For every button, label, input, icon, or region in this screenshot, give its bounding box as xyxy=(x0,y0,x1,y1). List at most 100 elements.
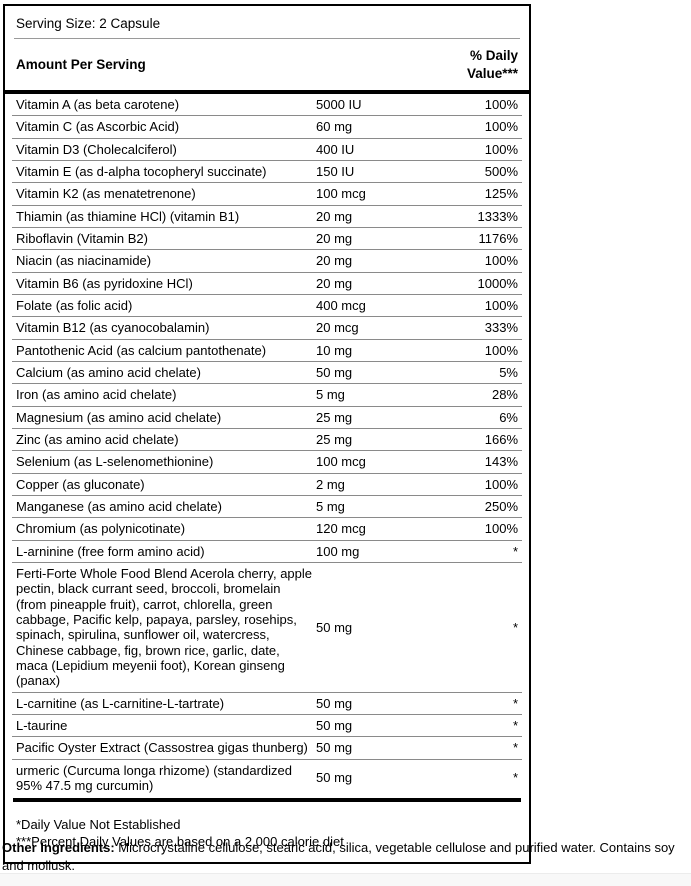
supplement-facts-panel: Serving Size: 2 Capsule Amount Per Servi… xyxy=(3,4,531,864)
row-name: urmeric (Curcuma longa rhizome) (standar… xyxy=(16,762,292,793)
row-amount: 400 mcg xyxy=(316,298,366,314)
row-daily-value: 250% xyxy=(484,499,518,514)
row-daily-value: 6% xyxy=(499,409,518,425)
table-row: Pacific Oyster Extract (Cassostrea gigas… xyxy=(12,737,522,760)
row-daily-value: * xyxy=(512,717,518,733)
row-amount: 50 mg xyxy=(316,717,353,733)
other-ingredients-text: Microcrystaline cellulose, stearic acid,… xyxy=(2,840,675,874)
row-amount: 50 mg xyxy=(316,740,353,756)
row-name: Niacin (as niacinamide) xyxy=(16,253,152,269)
other-ingredients-label: Other Ingredients: xyxy=(2,840,115,855)
daily-value-header: % Daily Value*** xyxy=(467,47,518,82)
row-name: Vitamin D3 (Cholecalciferol) xyxy=(16,141,177,157)
table-row: Riboflavin (Vitamin B2) 20 mg 1176% xyxy=(12,228,522,251)
header-thick-bar xyxy=(5,90,529,95)
table-row: Vitamin A (as beta carotene) 5000 IU 100… xyxy=(12,94,522,117)
table-row: Vitamin C (as Ascorbic Acid) 60 mg 100% xyxy=(12,116,522,139)
table-row: L-taurine 50 mg * xyxy=(12,715,522,738)
table-row: Copper (as gluconate) 2 mg 100% xyxy=(12,474,522,496)
row-amount: 50 mg xyxy=(316,365,353,381)
table-row: Niacin (as niacinamide) 20 mg 100% xyxy=(12,250,522,273)
table-row: Folate (as folic acid) 400 mcg 100% xyxy=(12,295,522,318)
bottom-page-strip xyxy=(0,873,691,886)
row-name: Iron (as amino acid chelate) xyxy=(16,387,177,403)
footnote-line: *Daily Value Not Established xyxy=(16,817,181,833)
row-amount: 100 mcg xyxy=(316,186,366,202)
row-daily-value: 100% xyxy=(484,476,518,492)
facts-rows: Vitamin A (as beta carotene) 5000 IU 100… xyxy=(12,94,522,796)
serving-size-divider xyxy=(14,38,520,39)
row-amount: 50 mg xyxy=(316,695,353,711)
amount-per-serving-header: Amount Per Serving xyxy=(16,57,146,73)
row-daily-value: 100% xyxy=(484,253,518,269)
row-daily-value: 166% xyxy=(484,432,518,448)
row-daily-value: 100% xyxy=(484,119,518,135)
row-daily-value: * xyxy=(512,770,518,786)
table-row: Vitamin K2 (as menatetrenone) 100 mcg 12… xyxy=(12,183,522,206)
row-daily-value: 100% xyxy=(484,97,518,113)
table-row: Pantothenic Acid (as calcium pantothenat… xyxy=(12,340,522,363)
row-daily-value: 100% xyxy=(484,298,518,314)
row-name: Copper (as gluconate) xyxy=(16,476,145,492)
table-row: Vitamin B12 (as cyanocobalamin) 20 mcg 3… xyxy=(12,317,522,340)
facts-header-row: Amount Per Serving % Daily Value*** xyxy=(5,39,529,90)
row-amount: 100 mcg xyxy=(316,454,366,470)
row-name: Vitamin B12 (as cyanocobalamin) xyxy=(16,320,210,336)
row-name: Vitamin B6 (as pyridoxine HCl) xyxy=(16,275,193,291)
table-row: urmeric (Curcuma longa rhizome) (standar… xyxy=(12,760,522,797)
table-row: Calcium (as amino acid chelate) 50 mg 5% xyxy=(12,362,522,385)
row-name: L-arninine (free form amino acid) xyxy=(16,543,205,559)
row-daily-value: 100% xyxy=(484,342,518,358)
table-row: Zinc (as amino acid chelate) 25 mg 166% xyxy=(12,429,522,452)
row-amount: 5000 IU xyxy=(316,97,362,113)
row-name: Thiamin (as thiamine HCl) (vitamin B1) xyxy=(16,208,240,224)
table-row: Iron (as amino acid chelate) 5 mg 28% xyxy=(12,384,522,407)
table-row: Chromium (as polynicotinate) 120 mcg 100… xyxy=(12,518,522,541)
row-amount: 400 IU xyxy=(316,141,355,157)
row-amount: 50 mg xyxy=(316,770,353,786)
table-row: Magnesium (as amino acid chelate) 25 mg … xyxy=(12,407,522,430)
row-name: Folate (as folic acid) xyxy=(16,298,133,314)
row-amount: 10 mg xyxy=(316,342,353,358)
table-row: L-carnitine (as L-carnitine-L-tartrate) … xyxy=(12,693,522,715)
row-amount: 120 mcg xyxy=(316,521,366,537)
table-row: Vitamin D3 (Cholecalciferol) 400 IU 100% xyxy=(12,139,522,162)
row-daily-value: 333% xyxy=(484,320,518,336)
row-daily-value: 1000% xyxy=(477,275,518,291)
row-daily-value: * xyxy=(512,695,518,711)
row-daily-value: 1333% xyxy=(477,208,518,224)
row-daily-value: 125% xyxy=(484,186,518,202)
table-row: Thiamin (as thiamine HCl) (vitamin B1) 2… xyxy=(12,206,522,229)
row-amount: 5 mg xyxy=(316,499,345,514)
row-daily-value: 500% xyxy=(484,164,518,180)
row-name: L-carnitine (as L-carnitine-L-tartrate) xyxy=(16,695,225,711)
row-name: Magnesium (as amino acid chelate) xyxy=(16,409,222,425)
row-name: Selenium (as L-selenomethionine) xyxy=(16,454,214,470)
table-row: Selenium (as L-selenomethionine) 100 mcg… xyxy=(12,451,522,474)
row-name: Riboflavin (Vitamin B2) xyxy=(16,231,148,247)
row-amount: 60 mg xyxy=(316,119,353,135)
row-name: Pacific Oyster Extract (Cassostrea gigas… xyxy=(16,740,308,756)
row-daily-value: 5% xyxy=(499,365,518,381)
other-ingredients-paragraph: Other Ingredients: Microcrystaline cellu… xyxy=(2,839,690,875)
row-amount: 150 IU xyxy=(316,164,355,180)
row-amount: 20 mg xyxy=(316,275,353,291)
row-name: L-taurine xyxy=(16,717,68,733)
row-daily-value: * xyxy=(512,740,518,756)
row-daily-value: 100% xyxy=(484,141,518,157)
row-amount: 20 mcg xyxy=(316,320,359,336)
row-daily-value: 1176% xyxy=(478,231,518,247)
daily-value-header-line1: % Daily xyxy=(469,48,518,63)
row-amount: 2 mg xyxy=(316,476,345,492)
row-name: Pantothenic Acid (as calcium pantothenat… xyxy=(16,342,267,358)
row-name: Vitamin K2 (as menatetrenone) xyxy=(16,186,196,202)
row-amount: 25 mg xyxy=(316,432,353,448)
row-name: Zinc (as amino acid chelate) xyxy=(16,432,179,448)
row-daily-value: 28% xyxy=(491,387,518,403)
row-amount: 5 mg xyxy=(316,387,345,403)
table-row: Ferti-Forte Whole Food Blend Acerola che… xyxy=(12,563,522,693)
row-name: Vitamin E (as d-alpha tocopheryl succina… xyxy=(16,164,267,180)
row-daily-value: * xyxy=(512,543,518,559)
serving-size-text: Serving Size: 2 Capsule xyxy=(16,16,161,31)
row-amount: 50 mg xyxy=(316,619,353,635)
